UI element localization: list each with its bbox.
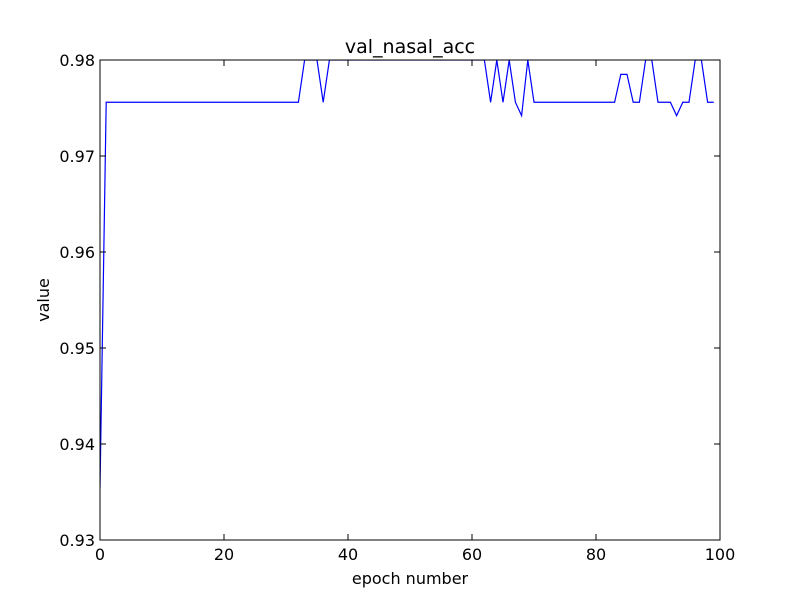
y-tick-label: 0.93 [59, 531, 95, 550]
plot-frame [99, 59, 721, 541]
y-tick-label: 0.96 [59, 243, 95, 262]
y-tick-label: 0.98 [59, 51, 95, 70]
y-axis-label: value [34, 278, 53, 322]
y-tick-label: 0.94 [59, 435, 95, 454]
x-tick-label: 60 [462, 545, 482, 564]
x-tick-label: 20 [214, 545, 234, 564]
y-axis: 0.93 0.94 0.95 0.96 0.97 0.98 [59, 51, 720, 550]
x-axis: 0 20 40 60 80 100 [95, 60, 735, 564]
x-tick-label: 0 [95, 545, 105, 564]
chart-title: val_nasal_acc [345, 36, 475, 58]
x-tick-label: 100 [705, 545, 736, 564]
x-axis-label: epoch number [352, 569, 469, 588]
series-line-0 [100, 60, 714, 489]
series-layer [100, 60, 714, 489]
y-tick-label: 0.97 [59, 147, 95, 166]
x-tick-label: 40 [338, 545, 358, 564]
y-tick-label: 0.95 [59, 339, 95, 358]
x-tick-label: 80 [586, 545, 606, 564]
